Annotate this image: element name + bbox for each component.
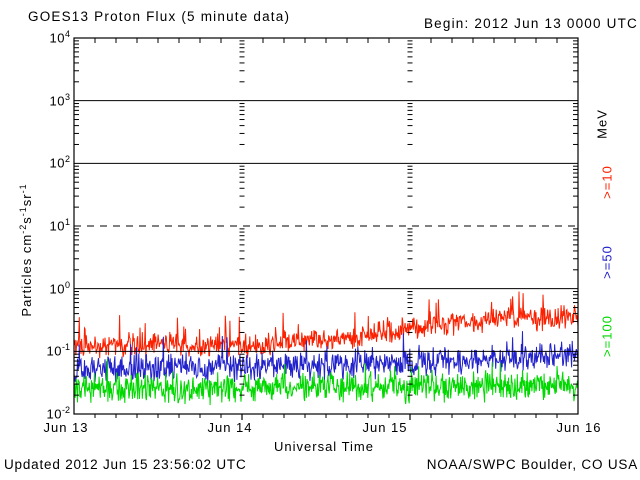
begin-time-label: Begin: 2012 Jun 13 0000 UTC [423, 16, 638, 31]
y-tick-label-1e2: 102 [49, 154, 70, 171]
x-tick-label-jun-15: Jun 15 [362, 420, 408, 435]
x-axis-title: Universal Time [274, 439, 374, 454]
x-tick-label-jun-13: Jun 13 [43, 420, 89, 435]
y-tick-label-1e-2: 10-2 [46, 405, 70, 422]
y-tick-label-1e3: 103 [49, 91, 70, 108]
series-trace-gege50 [74, 331, 578, 384]
y-tick-label-1e-1: 10-1 [46, 342, 70, 359]
y-axis-title: Particles cm-2s-1sr-1 [17, 183, 35, 317]
series-trace-gege100 [74, 359, 578, 406]
y-tick-label-1e1: 101 [49, 217, 70, 234]
right-axis-unit-label: MeV [594, 109, 610, 139]
y-tick-label-1e0: 100 [49, 279, 70, 296]
series-label-ge50: >=50 [599, 245, 615, 279]
updated-timestamp: Updated 2012 Jun 15 23:56:02 UTC [4, 457, 247, 472]
series-trace-gege10 [74, 291, 578, 359]
chart-title: GOES13 Proton Flux (5 minute data) [28, 9, 291, 24]
x-tick-label-jun-16: Jun 16 [556, 420, 602, 435]
source-attribution: NOAA/SWPC Boulder, CO USA [426, 457, 638, 472]
series-label-ge100: >=100 [599, 315, 615, 357]
series-label-ge10: >=10 [599, 165, 615, 199]
y-tick-label-1e4: 104 [49, 29, 70, 46]
x-tick-label-jun-14: Jun 14 [207, 420, 253, 435]
